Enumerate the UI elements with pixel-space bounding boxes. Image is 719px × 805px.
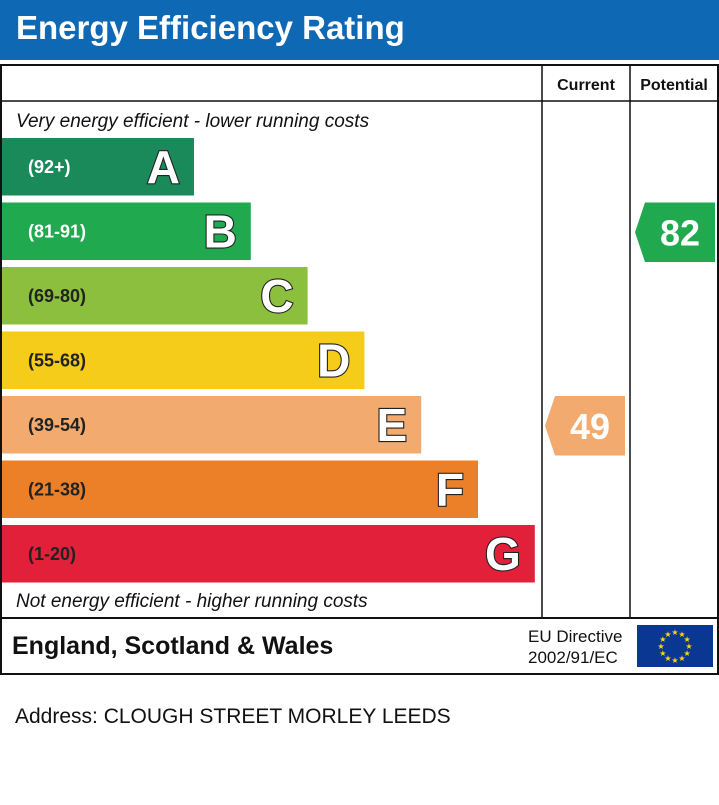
- page-title: Energy Efficiency Rating: [16, 9, 405, 46]
- eu-star-icon: ★: [664, 654, 671, 663]
- band-e-range: (39-54): [28, 415, 86, 435]
- eu-star-icon: ★: [684, 649, 691, 658]
- band-b-range: (81-91): [28, 221, 86, 241]
- band-g-range: (1-20): [28, 544, 76, 564]
- current-rating-value: 49: [570, 406, 610, 447]
- header-bar: Energy Efficiency Rating: [0, 0, 719, 60]
- directive-line-2: 2002/91/EC: [528, 648, 618, 667]
- band-a-letter: A: [147, 141, 180, 193]
- current-rating-arrow: [545, 396, 625, 456]
- band-a-range: (92+): [28, 157, 71, 177]
- directive-line-1: EU Directive: [528, 627, 622, 646]
- band-d-letter: D: [317, 334, 350, 386]
- band-g: [2, 525, 535, 583]
- eu-star-icon: ★: [659, 635, 666, 644]
- chart-frame: [0, 64, 719, 675]
- band-c: [2, 267, 308, 325]
- rating-arrows: 49 82: [545, 202, 715, 456]
- eu-star-icon: ★: [678, 654, 685, 663]
- eu-star-icon: ★: [685, 642, 692, 651]
- eu-star-icon: ★: [659, 649, 666, 658]
- band-g-letter: G: [485, 528, 521, 580]
- eu-star-icon: ★: [671, 628, 678, 637]
- eu-star-icon: ★: [671, 656, 678, 665]
- eu-flag-icon: ★ ★★★★★★★★★★★: [637, 625, 713, 667]
- band-d-range: (55-68): [28, 350, 86, 370]
- region-label: England, Scotland & Wales: [12, 632, 333, 660]
- eu-flag-background: [637, 625, 713, 667]
- band-e-letter: E: [377, 399, 408, 451]
- potential-rating-value: 82: [660, 212, 700, 253]
- rating-chart: Current Potential Very energy efficient …: [0, 64, 719, 675]
- eu-star-icon: ★: [684, 635, 691, 644]
- band-b: [2, 202, 251, 260]
- band-c-range: (69-80): [28, 286, 86, 306]
- band-e: [2, 396, 422, 454]
- eu-star-icon: ★: [664, 630, 671, 639]
- band-a: [2, 138, 194, 196]
- inefficient-note: Not energy efficient - higher running co…: [16, 591, 368, 612]
- efficient-note: Very energy efficient - lower running co…: [16, 111, 370, 132]
- band-d: [2, 331, 365, 389]
- band-f-range: (21-38): [28, 479, 86, 499]
- property-address: Address: CLOUGH STREET MORLEY LEEDS: [15, 705, 451, 728]
- eu-star-icon: ★: [678, 630, 685, 639]
- band-b-letter: B: [204, 205, 237, 257]
- band-f-letter: F: [436, 463, 464, 515]
- band-f: [2, 460, 478, 518]
- band-c-letter: C: [260, 270, 293, 322]
- potential-rating-arrow: [635, 202, 715, 262]
- eu-star-icon: ★: [657, 642, 664, 651]
- potential-column-header: Potential: [640, 77, 708, 94]
- current-column-header: Current: [557, 77, 615, 94]
- rating-bands: (92+) A (81-91) B (69-80) C (55-68) D (39-54) E (2…: [2, 138, 535, 583]
